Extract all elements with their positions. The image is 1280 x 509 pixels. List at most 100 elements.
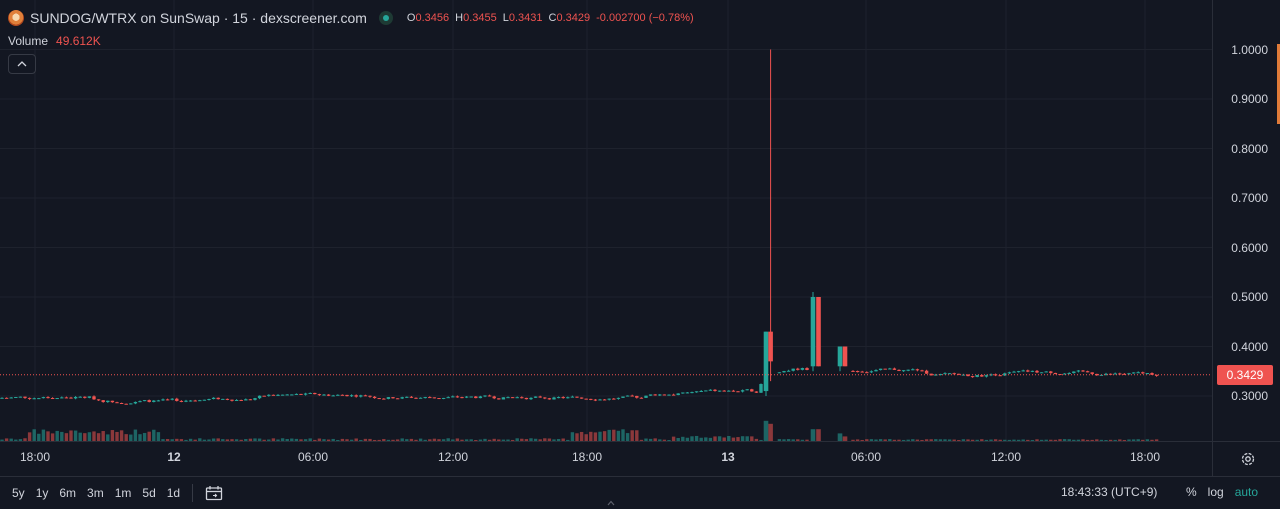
volume-bar: [865, 439, 869, 441]
range-1d-button[interactable]: 1d: [166, 486, 181, 500]
candle-body: [119, 403, 124, 405]
candle-body: [1099, 374, 1104, 376]
calendar-range-icon[interactable]: [205, 485, 223, 501]
candle-body: [115, 402, 119, 404]
volume-bar: [763, 420, 769, 441]
volume-bar: [290, 438, 294, 441]
volume-bar: [722, 437, 726, 441]
volume-bar: [717, 436, 722, 441]
volume-bar: [529, 438, 533, 441]
volume-bar: [363, 438, 368, 441]
candle-body: [722, 390, 726, 392]
candle-body: [727, 390, 731, 392]
volume-bar: [510, 439, 515, 441]
time-label-18-00-c: 18:00: [1129, 450, 1161, 464]
candle-body: [437, 398, 441, 400]
volume-bar: [1095, 439, 1099, 441]
time-label-18-00-b: 18:00: [571, 450, 603, 464]
volume-bar: [161, 439, 165, 441]
volume-bar: [400, 438, 404, 441]
volume-bar: [101, 431, 105, 441]
candle-body: [644, 395, 648, 398]
candle-body: [87, 396, 92, 398]
volume-bar: [874, 439, 878, 441]
candle-body: [883, 368, 887, 370]
volume-bar: [810, 429, 816, 441]
candle-body: [138, 401, 142, 403]
range-1y-button[interactable]: 1y: [35, 486, 49, 500]
volume-bar: [1090, 439, 1094, 441]
candle-body: [667, 394, 671, 396]
candle-body: [41, 397, 46, 399]
price-label-0-8: 0.8000: [1231, 142, 1268, 156]
volume-bar: [837, 433, 843, 441]
candle-body: [1095, 373, 1099, 376]
volume-bar: [593, 432, 598, 441]
volume-bar: [451, 439, 455, 441]
range-5d-button[interactable]: 5d: [142, 486, 156, 500]
price-label-0-9: 0.9000: [1231, 92, 1268, 106]
pair-title: SUNDOG/WTRX on SunSwap · 15 · dexscreene…: [30, 10, 367, 26]
volume-bar: [727, 435, 731, 441]
volume-bar: [556, 438, 561, 441]
candle-body: [1076, 370, 1081, 372]
volume-bar: [768, 423, 773, 441]
volume-bar: [382, 439, 386, 441]
volume-bar: [993, 439, 998, 441]
candle-body: [161, 399, 165, 401]
candle-body: [501, 397, 506, 400]
candle-body: [1136, 372, 1140, 374]
settings-gear-icon[interactable]: [1240, 451, 1256, 467]
range-6m-button[interactable]: 6m: [59, 486, 77, 500]
candle-body: [170, 398, 174, 400]
candle-body: [699, 390, 703, 392]
candle-body: [428, 397, 432, 399]
volume-bar: [294, 438, 299, 441]
price-label-0-5: 0.5000: [1231, 290, 1268, 304]
edge-accent-bar: [1277, 44, 1280, 124]
volume-bar: [262, 439, 266, 441]
volume-bar: [418, 438, 423, 441]
volume-bar: [432, 438, 437, 441]
open-key: O: [406, 12, 416, 24]
volume-bar: [929, 439, 933, 441]
candle-body: [354, 395, 358, 397]
volume-bar: [1030, 439, 1035, 441]
volume-bar: [897, 439, 901, 441]
range-1m-button[interactable]: 1m: [114, 486, 132, 500]
volume-bar: [368, 438, 372, 441]
candle-body: [1049, 371, 1053, 373]
candle-body: [810, 297, 816, 367]
log-scale-toggle[interactable]: log: [1207, 485, 1224, 499]
volume-bar: [970, 439, 975, 441]
candle-body: [257, 395, 262, 399]
range-5y-button[interactable]: 5y: [12, 486, 25, 500]
volume-bar: [170, 439, 174, 441]
collapse-legend-button[interactable]: [8, 54, 36, 74]
candle-body: [561, 397, 565, 399]
candle-body: [460, 397, 464, 399]
percent-scale-toggle[interactable]: %: [1186, 485, 1197, 499]
range-3m-button[interactable]: 3m: [87, 486, 104, 500]
candle-body: [308, 392, 312, 394]
volume-bar: [188, 438, 193, 441]
volume-bar: [1076, 439, 1081, 441]
candle-body: [50, 398, 55, 400]
volume-bar: [46, 431, 50, 441]
candle-body: [911, 369, 915, 371]
candle-body: [980, 375, 984, 377]
auto-scale-toggle[interactable]: auto: [1234, 485, 1259, 499]
candle-body: [970, 376, 975, 378]
high-value: 0.3455: [463, 12, 497, 24]
candle-body: [446, 397, 450, 399]
volume-bar: [27, 432, 32, 441]
candle-body: [745, 389, 749, 391]
volume-bar: [326, 439, 331, 441]
price-chart[interactable]: [0, 0, 1280, 476]
candle-body: [1030, 370, 1035, 372]
candle-body: [1090, 372, 1094, 374]
volume-bar: [816, 429, 821, 441]
volume-bar: [671, 436, 676, 441]
timezone-clock[interactable]: 18:43:33 (UTC+9): [1061, 485, 1158, 499]
time-label-06-00-b: 06:00: [850, 450, 882, 464]
